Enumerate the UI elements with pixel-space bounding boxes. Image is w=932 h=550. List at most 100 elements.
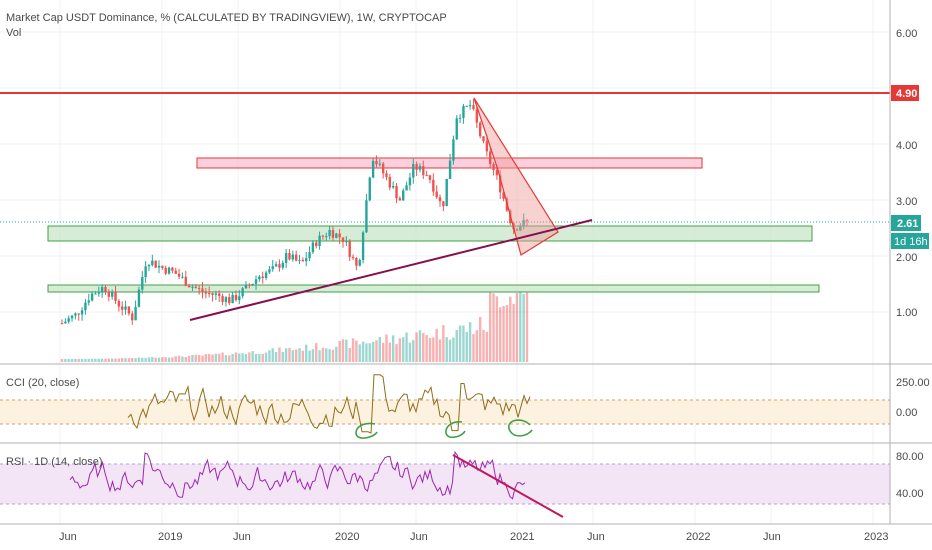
volume-bar	[207, 354, 211, 362]
volume-bar	[228, 355, 231, 362]
volume-bar	[204, 354, 208, 362]
volume-bar	[482, 329, 485, 362]
candle-body	[432, 179, 435, 192]
candle-body	[254, 279, 258, 284]
falling-wedge[interactable]	[473, 97, 559, 256]
volume-bar	[60, 359, 64, 362]
volume-bar	[238, 353, 241, 362]
candle-body	[177, 273, 181, 277]
volume-bar	[398, 338, 402, 362]
candle-body	[201, 288, 204, 293]
volume-bar	[492, 293, 495, 362]
candle-body	[251, 283, 254, 286]
candle-body	[525, 219, 529, 221]
volume-bar	[435, 328, 438, 362]
candle-body	[472, 105, 475, 110]
candle-body	[248, 284, 251, 286]
volume-bar	[114, 358, 117, 362]
rsi-trendline[interactable]	[452, 454, 564, 518]
volume-bar	[97, 358, 100, 362]
support-zone-lower[interactable]	[47, 284, 820, 293]
candle-body	[391, 186, 395, 188]
volume-bar	[301, 350, 305, 362]
candle-body	[412, 164, 415, 178]
volume-bar	[308, 350, 311, 362]
time-label-2021: 2021	[510, 531, 534, 543]
candle-body	[321, 235, 325, 237]
cci-annotation-1[interactable]	[355, 422, 378, 439]
volume-bar	[418, 330, 422, 362]
volume-bar	[395, 344, 398, 362]
volume-bar	[355, 340, 358, 362]
candle-body	[311, 242, 315, 253]
volume-bar	[151, 357, 154, 362]
cci-annotation-3[interactable]	[508, 419, 533, 437]
volume-bar	[121, 358, 124, 362]
candle-body	[268, 269, 271, 273]
volume-bar	[110, 358, 114, 362]
volume-bar	[468, 322, 472, 362]
candle-body	[221, 296, 224, 302]
volume-bar	[495, 296, 499, 362]
volume-bar	[391, 335, 395, 362]
candle-body	[204, 292, 208, 294]
candle-body	[489, 151, 492, 165]
last-price-text: 2.61	[897, 218, 918, 230]
volume-bar	[381, 342, 385, 362]
time-label-2023: 2023	[864, 531, 888, 543]
candle-body	[448, 160, 452, 179]
candle-body	[271, 266, 274, 270]
volume-bar	[402, 337, 405, 362]
candle-body	[261, 276, 264, 278]
volume-bar	[288, 347, 291, 362]
volume-bar	[432, 337, 435, 362]
volume-bar	[515, 292, 519, 362]
candle-body	[475, 109, 479, 123]
countdown-tag	[891, 233, 929, 249]
candle-body	[147, 265, 151, 267]
volume-bar	[271, 348, 274, 362]
volume-bar	[428, 338, 432, 362]
volume-bar	[448, 339, 452, 362]
volume-bar	[234, 352, 238, 362]
volume-bar	[465, 331, 468, 362]
ascending-trendline[interactable]	[189, 219, 593, 321]
candle-body	[355, 258, 358, 266]
volume-bar	[358, 344, 361, 362]
candle-body	[495, 170, 499, 176]
candle-body	[308, 252, 311, 259]
volume-bar	[291, 350, 295, 362]
candle-body	[157, 265, 161, 268]
candle-body	[288, 253, 291, 260]
volume-bar	[194, 354, 198, 362]
volume-bar	[278, 347, 281, 362]
candle-body	[94, 293, 97, 295]
volume-bar	[80, 358, 84, 362]
candle-body	[341, 237, 345, 243]
volume-bar	[478, 317, 482, 362]
volume-bar	[505, 305, 509, 362]
volume-bar	[214, 353, 218, 362]
volume-bar	[452, 337, 455, 362]
candle-body	[425, 175, 428, 177]
candle-body	[114, 291, 117, 301]
candle-body	[214, 293, 218, 295]
volume-bar	[408, 342, 412, 362]
candle-body	[137, 289, 141, 307]
candle-body	[502, 192, 505, 199]
volume-bar	[422, 333, 425, 362]
volume-bar	[124, 358, 127, 362]
candle-body	[104, 287, 107, 292]
support-zone-upper[interactable]	[47, 225, 813, 242]
volume-bar	[338, 340, 341, 362]
candle-body	[335, 233, 338, 238]
candle-body	[405, 185, 408, 191]
volume-bar	[385, 334, 388, 362]
volume-bar	[519, 291, 522, 362]
candle-body	[415, 164, 418, 170]
volume-bar	[305, 344, 308, 362]
candle-body	[127, 306, 131, 314]
candle-body	[465, 105, 468, 107]
cci-annotation-2[interactable]	[445, 421, 466, 438]
